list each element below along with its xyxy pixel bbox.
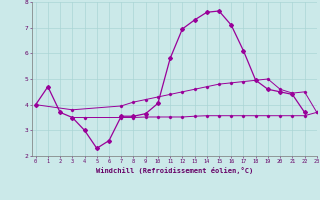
X-axis label: Windchill (Refroidissement éolien,°C): Windchill (Refroidissement éolien,°C)	[96, 167, 253, 174]
